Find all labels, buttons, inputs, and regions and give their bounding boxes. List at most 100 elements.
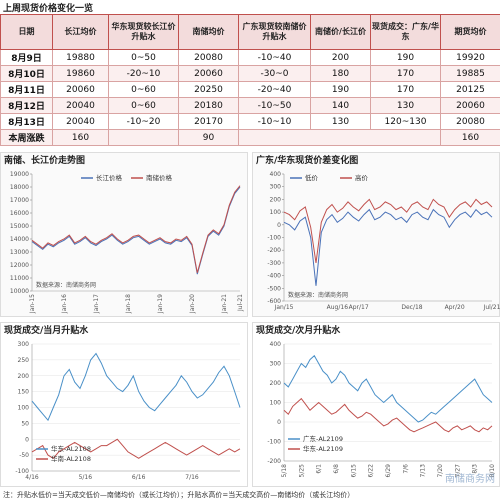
y-tick-label: -200 [267,247,281,254]
y-tick-label: 13000 [10,249,29,256]
x-tick-label: Apr/20 [445,304,465,311]
table-body: 8月9日 19880 0~50 20080 -10~40 200 190 19920 8月10日… [0,49,500,146]
y-tick-label: 15000 [10,223,29,230]
y-tick-label: 300 [270,184,282,191]
table-cell: -20~10 [108,65,179,82]
column-header: 南储价/长江价 [310,14,371,50]
y-tick-label: -300 [267,260,281,267]
y-tick-label: 400 [270,171,282,178]
x-tick-label: 6/22 [368,464,375,478]
y-tick-label: -100 [267,439,281,446]
chart-title: 南储、长江价走势图 [4,154,85,166]
x-tick-label: 4/16 [25,474,39,481]
table-cell: 130 [370,97,441,114]
panel-frame [0,322,248,487]
y-tick-label: 250 [18,357,30,364]
y-tick-label: 300 [18,341,30,348]
y-tick-label: -200 [267,458,281,465]
panel-frame [0,152,248,317]
table-row: 8月10日 19860 -20~10 20060 -30~0 180 170 19885 [0,65,500,82]
x-tick-label: 8/3 [472,464,479,474]
price-table: 日期 长江均价 华东现货较长江价升贴水 南储均价 广东现货较南储价升贴水 南储价/长江价现… [0,14,500,146]
y-tick-label: 18000 [10,184,29,191]
y-tick-label: 200 [270,196,282,203]
x-tick-label: Jan-21 [221,294,228,314]
charts: 南储、长江价走势图1000011000120001300014000150001… [0,152,500,487]
x-tick-label: 6/16 [132,474,146,481]
column-header: 广东现货较南储价升贴水 [238,14,311,50]
x-tick-label: Jul/21 [483,304,500,311]
y-tick-label: -600 [267,298,281,305]
series-line [31,438,241,459]
column-header: 华东现货较长江价升贴水 [108,14,179,50]
y-tick-label: 0 [277,419,281,426]
table-cell: 19860 [52,65,109,82]
y-tick-label: 17000 [10,197,29,204]
y-tick-label: 150 [18,389,30,396]
series-line [31,185,241,273]
y-tick-label: -100 [15,468,29,475]
x-tick-label: Jan-17 [93,294,100,314]
x-tick-label: 5/18 [281,464,288,478]
table-cell: 180 [310,65,371,82]
x-tick-label: Jan-20 [189,294,196,314]
table-cell: 160 [52,129,109,146]
chart-title: 现货成交/当月升贴水 [4,324,89,336]
source-note: 数据来源：南储商务网 [36,281,96,289]
legend-label: 华东-AL2108 [51,444,91,453]
table-cell: -10~50 [238,97,311,114]
y-tick-label: -500 [267,285,281,292]
y-tick-label: -50 [19,452,29,459]
y-tick-label: 16000 [10,210,29,217]
y-tick-label: 200 [270,380,282,387]
x-tick-label: 7/20 [437,464,444,478]
chart-title: 广东/华东现货价差变化图 [256,154,358,166]
y-tick-label: 100 [18,405,30,412]
x-tick-label: Dec/18 [401,304,422,311]
y-tick-label: 14000 [10,236,29,243]
x-tick-label: 5/16 [79,474,93,481]
y-tick-label: 300 [270,361,282,368]
table-title: 上周现货价格变化一览 [3,4,94,14]
x-tick-label: Apr/17 [349,304,369,311]
x-tick-label: Jan-16 [61,294,68,314]
column-header: 长江均价 [52,14,109,50]
y-tick-label: 100 [270,400,282,407]
series-line [283,397,493,433]
row-label: 本周涨跌 [0,129,53,146]
x-tick-label: 6/1 [316,464,323,474]
x-tick-label: Jan-18 [125,294,132,314]
series-line [283,198,493,263]
table-cell: 170 [370,65,441,82]
y-tick-label: 11000 [10,275,29,282]
column-header: 期货均价 [440,14,500,50]
x-tick-label: Jan-15 [29,294,36,314]
y-tick-label: 100 [270,209,282,216]
panel-frame [252,152,500,317]
table-cell: 20060 [440,97,500,114]
y-tick-label: 50 [21,420,29,427]
series-line [283,208,493,286]
y-tick-label: 0 [25,436,29,443]
legend-label: 广东-AL2109 [303,434,343,443]
watermark: 南储商务网 [445,472,495,485]
y-tick-label: 10000 [10,288,29,295]
x-tick-label: 7/13 [420,464,427,478]
x-tick-label: 5/25 [298,464,305,478]
x-tick-label: Jan-19 [157,294,164,314]
header-row: 日期 长江均价 华东现货较长江价升贴水 南储均价 广东现货较南储价升贴水 南储价/长江价现… [0,14,500,50]
x-tick-label: 6/8 [333,464,340,474]
summary-row: 本周涨跌 160 90 160 [0,129,500,146]
x-tick-label: 8/10 [489,464,496,478]
empty-cell [238,129,441,146]
y-tick-label: -100 [267,235,281,242]
column-header: 南储均价 [178,14,239,50]
x-tick-label: 7/6 [402,464,409,474]
legend-label: 高价 [355,173,369,182]
table-cell: 20180 [178,97,239,114]
source-note: 数据来源：南储商务网 [288,291,348,299]
legend-label: 华东-AL2109 [303,444,343,453]
footnote: 注：升贴水低价=当天成交低价—南储均价（或长江均价）；升贴水高价=当天成交高价—… [3,491,355,499]
y-tick-label: 12000 [10,262,29,269]
